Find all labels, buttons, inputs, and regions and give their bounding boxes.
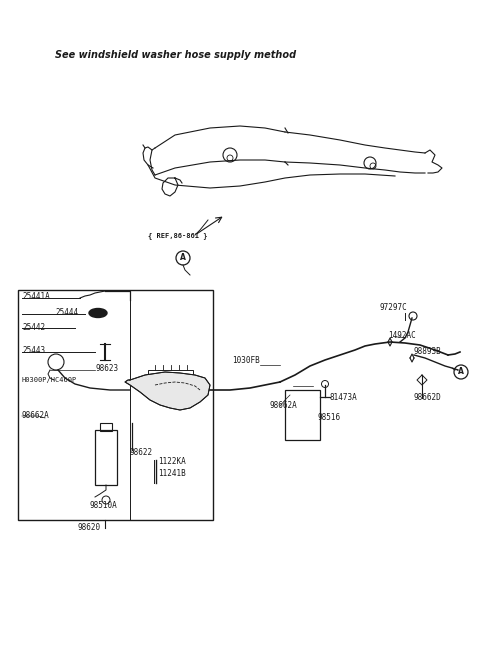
Bar [18,290,213,520]
Text: 11241B: 11241B [158,469,186,478]
Text: 25442: 25442 [22,323,45,332]
Text: H0300P/HC460P: H0300P/HC460P [22,377,77,383]
Text: A: A [180,254,186,263]
Text: 98510A: 98510A [90,501,118,510]
Ellipse shape [89,309,107,317]
Text: See windshield washer hose supply method: See windshield washer hose supply method [55,50,296,60]
Text: 25443: 25443 [22,346,45,355]
Text: 98620: 98620 [78,523,101,532]
Text: 25444: 25444 [55,308,78,317]
Text: 98516: 98516 [318,413,341,422]
Text: 25441A: 25441A [22,292,50,301]
Text: 98622: 98622 [130,448,153,457]
Text: 98662A: 98662A [270,401,298,410]
Text: 98662A: 98662A [22,411,50,420]
Text: 98893B: 98893B [413,347,441,356]
Polygon shape [125,372,210,410]
Text: { REF,86-861 }: { REF,86-861 } [148,232,207,239]
Text: 1122KA: 1122KA [158,457,186,466]
Bar [95,430,117,485]
Text: 81473A: 81473A [330,393,358,402]
Text: 1030FB: 1030FB [232,356,260,365]
Text: 98662D: 98662D [413,393,441,402]
Bar [285,390,320,440]
Bar [148,370,193,378]
Text: 98623: 98623 [95,364,118,373]
Text: A: A [458,367,464,376]
Bar [100,423,112,431]
Text: 97297C: 97297C [380,303,408,312]
Text: 1492AC: 1492AC [388,331,416,340]
